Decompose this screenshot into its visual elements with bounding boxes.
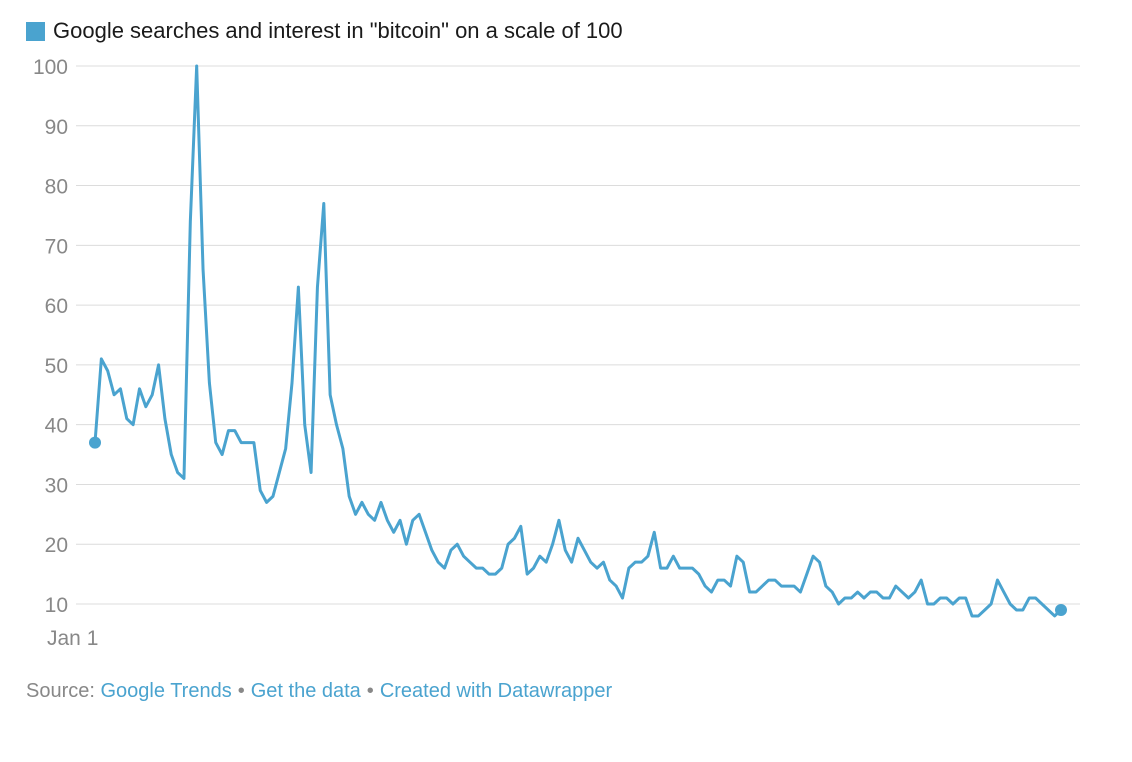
created-with-datawrapper-link[interactable]: Created with Datawrapper	[379, 680, 613, 702]
source-line: Source: Google Trends • Get the data • Creat…	[26, 680, 612, 703]
y-tick-label: 20	[45, 534, 68, 557]
y-tick-label: 80	[45, 176, 68, 199]
x-tick-label: Jan 1	[47, 627, 98, 650]
series-layer	[89, 64, 1067, 618]
grid-layer	[76, 65, 1080, 605]
line-chart: 100 90 80 70 60 50 40 30 20 10 Jan 1	[33, 56, 1080, 650]
y-tick-label: 100	[33, 56, 68, 79]
series-line	[93, 64, 1063, 618]
google-trends-link[interactable]: Google Trends	[100, 680, 232, 702]
y-axis-tick-labels: 100 90 80 70 60 50 40 30 20 10	[33, 56, 68, 617]
legend-swatch	[26, 21, 45, 41]
source-prefix: Source:	[26, 680, 95, 702]
y-tick-label: 60	[45, 295, 68, 318]
end-point	[1055, 603, 1067, 616]
y-tick-label: 70	[45, 235, 68, 258]
source-separator: •	[237, 680, 245, 702]
legend-label: Google searches and interest in "bitcoin…	[53, 18, 623, 43]
y-tick-label: 50	[45, 355, 68, 378]
chart-legend: Google searches and interest in "bitcoin…	[26, 16, 623, 46]
source-separator: •	[366, 680, 374, 702]
start-point	[89, 436, 101, 449]
x-axis-tick-labels: Jan 1	[47, 627, 98, 650]
y-tick-label: 30	[45, 474, 68, 497]
y-tick-label: 90	[45, 116, 68, 139]
get-the-data-link[interactable]: Get the data	[250, 680, 361, 702]
y-tick-label: 10	[45, 594, 68, 617]
y-tick-label: 40	[45, 415, 68, 438]
